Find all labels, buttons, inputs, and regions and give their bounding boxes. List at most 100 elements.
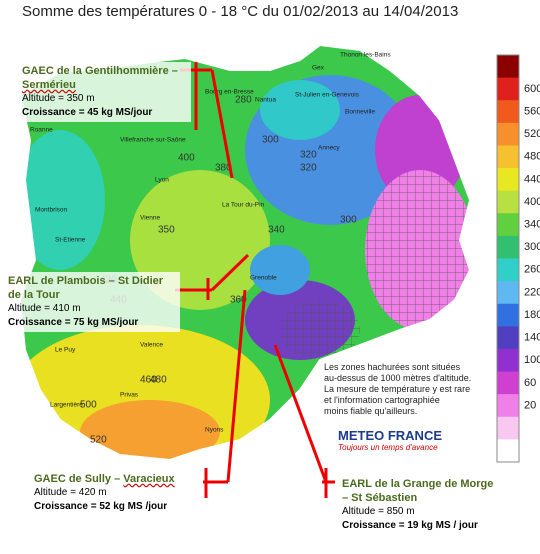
farm-place: Varacieux [123, 473, 175, 485]
farm-box: EARL de la Grange de Morge – St Sébastie… [338, 475, 511, 535]
farm-altitude: Altitude = 850 m [342, 506, 415, 517]
place-label: Thonon les-Bains [340, 52, 391, 59]
contour-label: 400 [178, 153, 195, 164]
farm-place: de la Tour [8, 289, 60, 301]
place-label: Bonneville [345, 109, 375, 116]
contour-label: 460 [140, 375, 157, 386]
farm-name-text: GAEC de Sully – [34, 473, 121, 485]
farm-name: EARL de la Grange de Morge [342, 478, 494, 490]
scale-label: 340 [524, 218, 540, 230]
note-line: et l'information cartographiée [324, 395, 440, 405]
scale-label: 140 [524, 332, 540, 344]
scale-label: 600 [524, 83, 540, 95]
place-label: Privas [120, 392, 139, 399]
farm-name: GAEC de la Gentilhommière – [22, 65, 178, 77]
pointer-lines [175, 62, 335, 498]
scale-band [497, 258, 519, 282]
scale-band [497, 122, 519, 146]
scale-label: 440 [524, 173, 540, 185]
farm-growth: Croissance = 52 kg MS /jour [34, 501, 168, 512]
farm-box: GAEC de la Gentilhommière – Sermérieu Al… [18, 62, 191, 122]
scale-band [497, 281, 519, 305]
scale-band [497, 348, 519, 373]
scale-band [497, 145, 519, 169]
scale-band [497, 416, 519, 440]
farm-box: EARL de Plambois – St Didier de la Tour … [4, 272, 180, 332]
place-label: Largentière [50, 402, 83, 409]
place-label: Villefranche sur-Saône [120, 137, 186, 144]
place-label: St-Julien en-Genevois [295, 92, 360, 99]
color-scale: 600 560 520 480 440 400 340 300 260 220 180 140 100 6… [496, 54, 540, 463]
place-label: Valence [140, 342, 163, 349]
farm-name: EARL de Plambois – St Didier [8, 275, 164, 287]
place-label: Lyon [155, 177, 169, 184]
farm-place: Sermérieu [22, 79, 76, 91]
scale-band [497, 303, 519, 327]
contour-label: 380 [215, 163, 232, 174]
note-line: Les zones hachurées sont situées [324, 362, 461, 372]
scale-label: 60 [524, 377, 536, 389]
scale-label: 300 [524, 241, 540, 253]
farm-growth: Croissance = 19 kg MS / jour [342, 520, 478, 531]
farm-growth: Croissance = 75 kg MS/jour [8, 317, 139, 328]
scale-band [497, 168, 519, 192]
place-label: Roanne [30, 127, 53, 134]
farm-place: – St Sébastien [342, 492, 418, 504]
farm-name: GAEC de Sully – Varacieux [34, 472, 199, 486]
scale-label: 400 [524, 196, 540, 208]
contour-label: 300 [262, 135, 279, 146]
place-label: Gex [312, 65, 325, 72]
place-label: Bourg en-Bresse [205, 89, 254, 96]
logo: METEO FRANCE Toujours un temps d'avance [338, 428, 442, 452]
place-label: Grenoble [250, 275, 277, 282]
contour-label: 360 [230, 295, 247, 306]
note-line: La mesure de température y est rare [324, 384, 471, 394]
scale-label: 480 [524, 151, 540, 163]
scale-band [497, 100, 519, 124]
contour-label: 300 [340, 215, 357, 226]
note: Les zones hachurées sont situées au-dessu… [324, 362, 471, 417]
place-label: Nyons [205, 427, 224, 434]
scale-band [497, 190, 519, 214]
scale-label: 100 [524, 354, 540, 366]
contour-label: 340 [268, 225, 285, 236]
farm-box: GAEC de Sully – Varacieux Altitude = 420… [30, 470, 203, 516]
scale-band [497, 213, 519, 237]
scale-label: 520 [524, 128, 540, 140]
scale-frame [496, 54, 520, 463]
scale-label: 220 [524, 286, 540, 298]
place-label: La Tour du-Pin [222, 202, 265, 209]
place-label: Annecy [318, 145, 340, 152]
scale-band [497, 371, 519, 395]
contour-label: 480 [150, 375, 167, 386]
scale-band [497, 77, 519, 101]
logo-name: METEO FRANCE [338, 428, 442, 443]
place-label: Le Puy [55, 347, 76, 354]
note-line: au-dessus de 1000 mètres d'altitude. [324, 373, 472, 383]
place-label: Vienne [140, 215, 161, 222]
note-line: moins fiable qu'ailleurs. [324, 406, 418, 416]
place-label: Nantua [255, 97, 276, 104]
scale-band [497, 394, 519, 418]
contour-label: 320 [300, 163, 317, 174]
farm-growth: Croissance = 45 kg MS/jour [22, 107, 153, 118]
scale-label: 260 [524, 264, 540, 276]
logo-slogan: Toujours un temps d'avance [338, 443, 438, 452]
farm-altitude: Altitude = 420 m [34, 487, 107, 498]
place-label: St-Etienne [55, 237, 86, 244]
farm-altitude: Altitude = 350 m [22, 93, 95, 104]
scale-label: 180 [524, 309, 540, 321]
place-label: Montbrison [35, 207, 68, 214]
scale-label: 20 [524, 399, 536, 411]
scale-band [497, 235, 519, 259]
scale-label: 560 [524, 105, 540, 117]
contour-label: 520 [90, 435, 107, 446]
title: Somme des températures 0 - 18 °C du 01/0… [22, 3, 459, 20]
contour-label: 350 [158, 225, 175, 236]
scale-band [497, 439, 519, 463]
contour-label: 500 [80, 400, 97, 411]
contour-label: 280 [235, 95, 252, 106]
contour-label: 320 [300, 150, 317, 161]
